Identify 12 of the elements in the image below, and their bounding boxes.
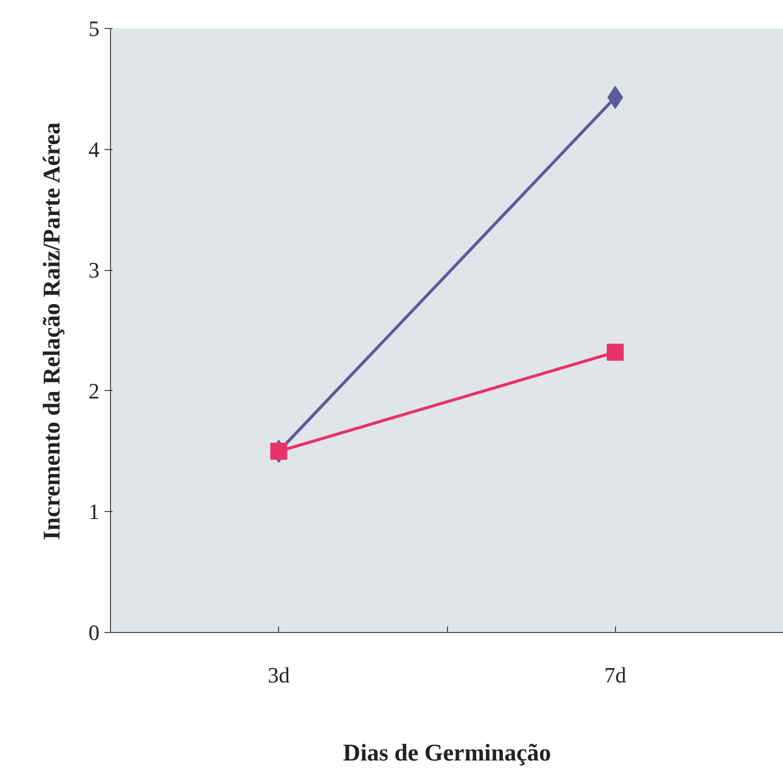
- x-tick-label: 3d: [268, 662, 290, 688]
- y-tick-label: 5: [88, 16, 100, 41]
- y-tick-label: 0: [88, 620, 100, 645]
- y-tick-label: 2: [88, 378, 100, 404]
- x-axis-title: Dias de Germinação: [343, 740, 551, 766]
- point: [606, 344, 624, 361]
- x-tick-label: 7d: [604, 662, 626, 688]
- y-tick-label: 4: [88, 136, 100, 162]
- y-tick-label: 3: [88, 258, 100, 283]
- y-tick-label: 1: [88, 499, 100, 524]
- point: [270, 442, 288, 460]
- y-axis-title: Incremento da Relação Raiz/Parte Aérea: [40, 122, 66, 540]
